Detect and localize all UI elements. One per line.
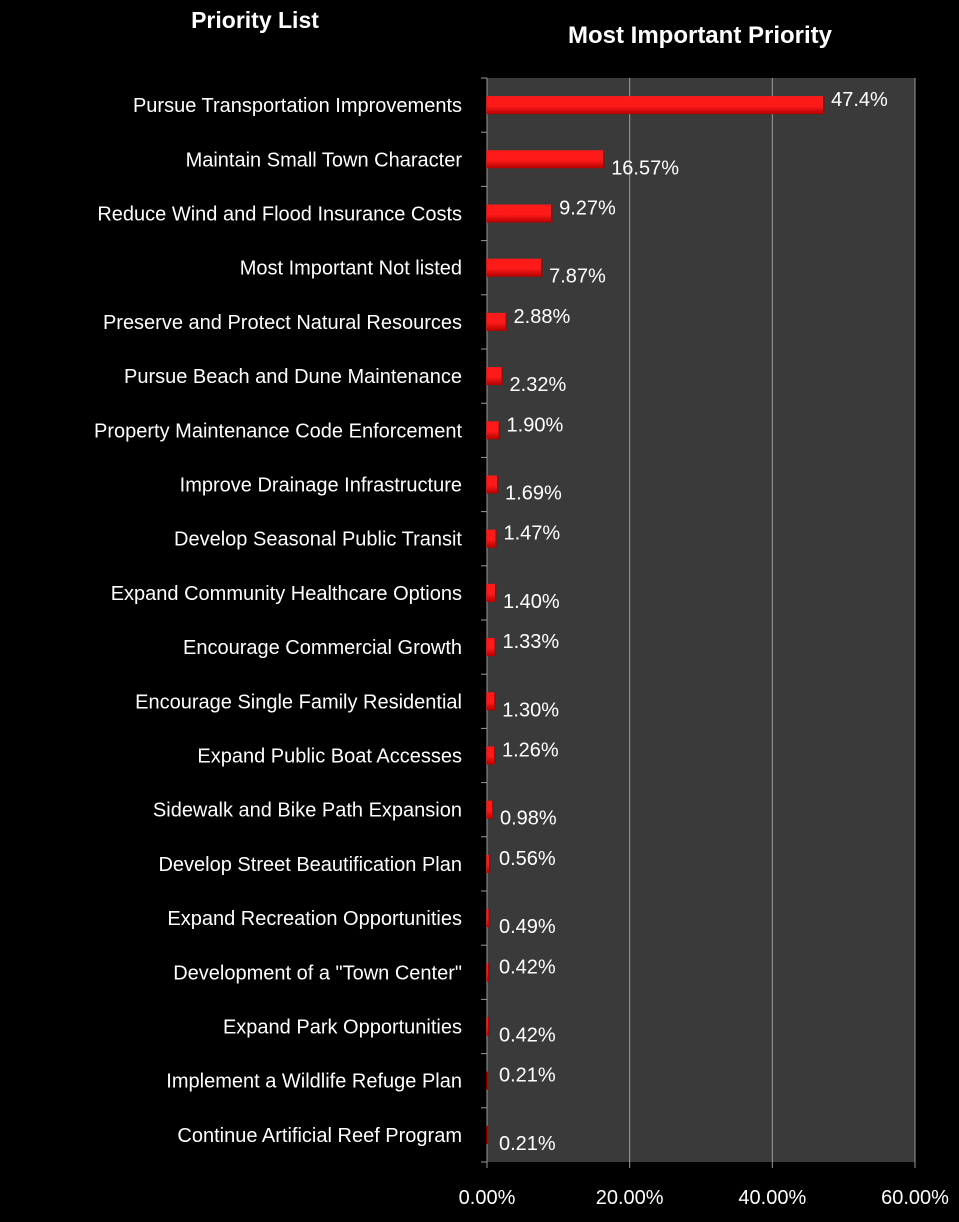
bar-end [487, 1017, 490, 1036]
x-tick-label: 20.00% [596, 1187, 664, 1209]
x-tick-label: 60.00% [881, 1187, 949, 1209]
data-label: 1.69% [505, 483, 562, 505]
bar [487, 421, 501, 440]
data-label: 1.26% [502, 740, 559, 762]
category-label: Expand Park Opportunities [223, 1017, 462, 1039]
bar-end [494, 583, 497, 602]
bar [487, 800, 494, 819]
bar-end [823, 96, 826, 115]
bar-end [488, 909, 491, 928]
category-label: Pursue Transportation Improvements [133, 95, 462, 117]
category-label: Develop Seasonal Public Transit [174, 529, 462, 551]
category-label: Development of a "Town Center" [173, 962, 462, 984]
bar [487, 583, 497, 602]
data-label: 47.4% [831, 89, 888, 111]
bar-end [486, 1125, 489, 1144]
bar-end [494, 638, 497, 657]
bar-end [495, 529, 498, 548]
data-label: 2.32% [510, 374, 567, 396]
category-label: Expand Recreation Opportunities [167, 908, 462, 930]
bar-end [501, 367, 504, 386]
category-label: Preserve and Protect Natural Resources [103, 312, 462, 334]
bar-end [603, 150, 606, 169]
bar-end [498, 421, 501, 440]
data-label: 1.90% [507, 414, 564, 436]
bar [487, 746, 496, 765]
bar-end [541, 258, 544, 277]
category-label: Maintain Small Town Character [186, 149, 463, 171]
bar [487, 312, 508, 331]
chart-title: Most Important Priority [567, 22, 832, 49]
bar [487, 529, 498, 548]
bar-end [497, 475, 500, 494]
data-label: 1.40% [503, 591, 560, 613]
bar [487, 475, 500, 494]
category-label: Expand Public Boat Accesses [197, 746, 462, 768]
data-label: 0.56% [499, 848, 556, 870]
category-label: Most Important Not listed [240, 258, 462, 280]
data-label: 9.27% [559, 198, 616, 220]
category-label: Develop Street Beautification Plan [158, 854, 462, 876]
priority-list-title: Priority List [191, 7, 319, 33]
bar-end [491, 800, 494, 819]
category-label: Reduce Wind and Flood Insurance Costs [97, 204, 462, 226]
bar [487, 258, 544, 277]
x-tick-label: 0.00% [459, 1187, 516, 1209]
bar [487, 96, 826, 115]
category-label: Property Maintenance Code Enforcement [94, 420, 462, 442]
category-label: Implement a Wildlife Refuge Plan [166, 1071, 462, 1093]
category-label: Improve Drainage Infrastructure [180, 475, 462, 497]
bar [487, 638, 497, 657]
data-label: 1.33% [502, 631, 559, 653]
category-label: Continue Artificial Reef Program [177, 1125, 462, 1147]
data-label: 7.87% [549, 266, 606, 288]
category-label: Encourage Single Family Residential [135, 691, 462, 713]
data-label: 0.21% [499, 1133, 556, 1155]
bar-end [487, 963, 490, 982]
bar-end [486, 1071, 489, 1090]
bar [487, 150, 606, 169]
bar [487, 367, 504, 386]
bar [487, 692, 497, 711]
category-label: Expand Community Healthcare Options [111, 583, 462, 605]
category-label: Encourage Commercial Growth [183, 637, 462, 659]
data-label: 0.98% [500, 808, 557, 830]
data-label: 0.42% [499, 1025, 556, 1047]
plot-area [487, 78, 915, 1162]
bar-end [505, 312, 508, 331]
data-label: 0.21% [499, 1065, 556, 1087]
bar-end [551, 204, 554, 223]
data-label: 1.30% [502, 699, 559, 721]
x-tick-label: 40.00% [738, 1187, 806, 1209]
category-label: Pursue Beach and Dune Maintenance [124, 366, 462, 388]
bar-end [488, 854, 491, 873]
data-label: 0.42% [499, 956, 556, 978]
data-label: 1.47% [503, 523, 560, 545]
bar [487, 204, 554, 223]
data-label: 0.49% [499, 916, 556, 938]
category-label: Sidewalk and Bike Path Expansion [153, 800, 462, 822]
bar-end [494, 692, 497, 711]
data-label: 2.88% [514, 306, 571, 328]
bar-end [493, 746, 496, 765]
data-label: 16.57% [611, 157, 679, 179]
